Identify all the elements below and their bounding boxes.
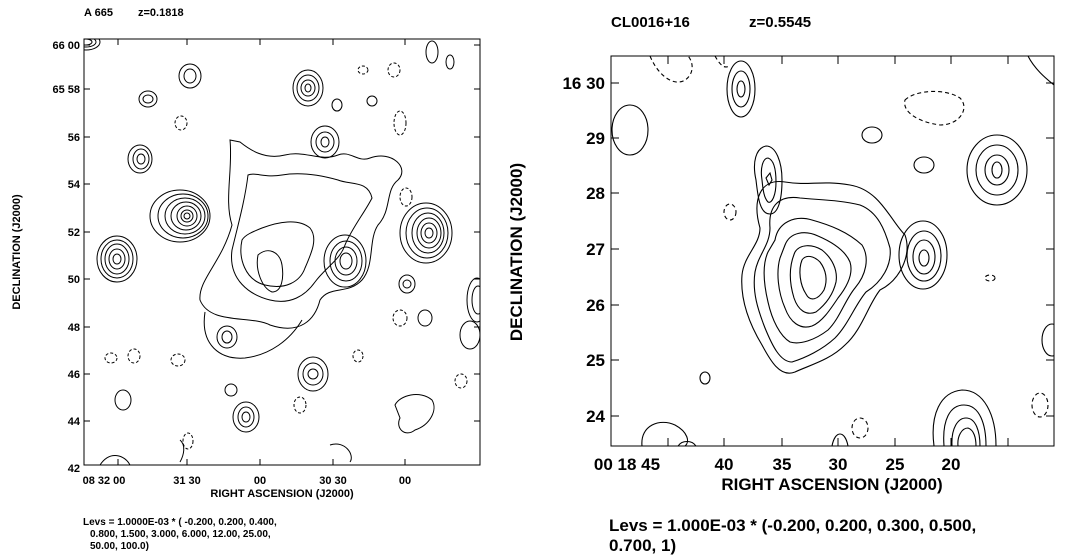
- left-y-tick: 46: [68, 369, 80, 381]
- left-x-tick: 00: [254, 475, 266, 487]
- right-panel: CL0016+16 z=0.5545: [507, 14, 1055, 555]
- right-title: CL0016+16: [611, 14, 690, 31]
- right-redshift: z=0.5545: [749, 14, 811, 31]
- left-y-axis-label: DECLINATION (J2000): [11, 194, 23, 310]
- right-levels-caption: Levs = 1.000E-03 * (-0.200, 0.200, 0.300…: [609, 516, 976, 535]
- right-plot-frame: [610, 55, 1055, 447]
- left-title: A 665: [84, 7, 113, 19]
- right-y-tick: 24: [586, 407, 605, 426]
- right-contour-source: [932, 389, 997, 446]
- left-levels-caption: 50.00, 100.0): [90, 541, 149, 552]
- right-contour-source: [726, 60, 756, 118]
- left-contour-source: [216, 325, 238, 349]
- right-levels-caption: 0.700, 1): [609, 536, 676, 555]
- left-x-tick: 30 30: [319, 475, 347, 487]
- left-contour-source: [127, 144, 153, 174]
- right-contour-negative: [649, 56, 1049, 439]
- left-y-tick: 44: [68, 416, 81, 428]
- right-y-tick: 16 30: [562, 74, 605, 93]
- right-contour-source: [898, 220, 948, 290]
- left-contours: [84, 39, 480, 465]
- right-contour-source: [966, 134, 1028, 206]
- left-contour-source: [138, 90, 158, 108]
- right-contours: [611, 56, 1054, 446]
- right-y-tick: 29: [586, 129, 605, 148]
- left-contour-source: [297, 356, 329, 392]
- right-y-axis-label: DECLINATION (J2000): [507, 163, 526, 341]
- right-x-tick: 20: [942, 455, 961, 474]
- right-x-tick: 30: [829, 455, 848, 474]
- left-contour-source: [466, 277, 480, 323]
- right-x-axis-label: RIGHT ASCENSION (J2000): [721, 475, 942, 494]
- left-levels-caption: Levs = 1.0000E-03 * ( -0.200, 0.200, 0.4…: [83, 517, 277, 528]
- left-contour-source: [323, 234, 367, 288]
- left-contour-negative: [104, 62, 468, 450]
- left-contour-source: [84, 39, 101, 51]
- left-contour-source: [292, 69, 324, 107]
- left-levels-caption: 0.800, 1.500, 3.000, 6.000, 12.00, 25.00…: [90, 529, 271, 540]
- right-contour-cluster: [741, 181, 908, 374]
- left-y-tick: 56: [68, 132, 80, 144]
- left-contour-source: [232, 401, 260, 433]
- left-x-tick: 08 32 00: [83, 475, 126, 487]
- left-contour-source: [459, 320, 480, 350]
- left-y-tick: 66 00: [52, 40, 80, 52]
- left-redshift: z=0.1818: [138, 7, 184, 19]
- left-y-tick: 52: [68, 227, 80, 239]
- left-contour-source: [178, 63, 202, 89]
- left-panel: A 665 z=0.1818: [11, 7, 481, 552]
- left-x-tick: 31 30: [173, 475, 201, 487]
- left-y-tick: 48: [68, 322, 80, 334]
- left-contour-source: [399, 202, 453, 264]
- right-y-tick: 28: [586, 184, 605, 203]
- left-contour-source: [149, 189, 211, 243]
- right-x-tick: 25: [886, 455, 905, 474]
- right-y-tick: 26: [586, 296, 605, 315]
- right-contour-source: [753, 145, 783, 215]
- right-x-tick: 00 18 45: [594, 455, 660, 474]
- left-plot-frame: [83, 38, 481, 466]
- left-y-tick: 54: [68, 179, 81, 191]
- left-contour-source: [96, 235, 138, 283]
- left-x-tick: 00: [399, 475, 411, 487]
- left-contour-source: [310, 125, 340, 159]
- right-y-tick: 27: [586, 240, 605, 259]
- left-y-tick: 50: [68, 274, 80, 286]
- left-y-tick: 65 58: [52, 84, 80, 96]
- right-x-tick: 40: [715, 455, 734, 474]
- left-x-axis-label: RIGHT ASCENSION (J2000): [210, 488, 354, 500]
- right-x-tick: 35: [773, 455, 792, 474]
- left-contour-cluster: [199, 139, 403, 359]
- left-y-tick: 42: [68, 463, 80, 475]
- right-y-tick: 25: [586, 351, 605, 370]
